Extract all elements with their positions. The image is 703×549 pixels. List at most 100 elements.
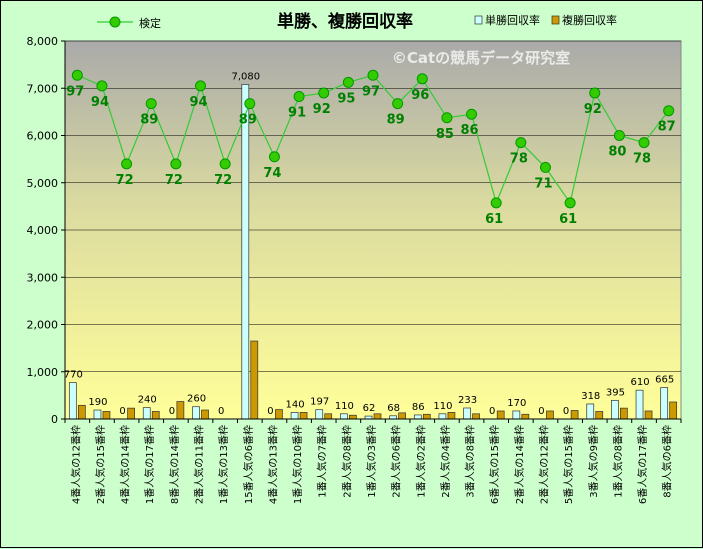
win-bar [93, 409, 102, 420]
kentei-point [392, 98, 404, 110]
x-category-label: 4番人気の13番枠 [266, 425, 279, 504]
x-category-label: 1番人気の10番枠 [291, 425, 304, 504]
win-data-label: 770 [64, 370, 83, 381]
win-bar [340, 413, 348, 420]
win-data-label: 0 [489, 406, 495, 417]
win-data-label: 62 [363, 403, 376, 414]
place-bar [570, 410, 579, 420]
win-data-label: 0 [538, 406, 544, 417]
kentei-data-label: 78 [633, 152, 651, 167]
kentei-point [195, 80, 207, 92]
win-bar [512, 410, 521, 420]
win-data-label: 0 [218, 406, 224, 417]
y-tick-label: 7,000 [27, 82, 59, 95]
x-category-label: 1番人気の13番枠 [217, 425, 230, 504]
win-data-label: 0 [267, 406, 273, 417]
x-category-label: 3番人気の9番枠 [587, 425, 600, 498]
kentei-point [663, 105, 675, 117]
win-bar [635, 389, 644, 420]
x-category-label: 1番人気の3番枠 [365, 425, 378, 498]
x-category-label: 2番人気の12番枠 [537, 425, 550, 504]
x-category-label: 5番人気の15番枠 [562, 425, 575, 504]
legend-place-label: 複勝回収率 [562, 13, 617, 27]
kentei-data-label: 72 [165, 173, 183, 188]
place-bar [422, 413, 431, 420]
kentei-point [613, 130, 625, 141]
place-bar [324, 413, 333, 420]
x-category-label: 2番人気の14番枠 [513, 425, 526, 504]
y-tick-label: 6,000 [27, 130, 59, 143]
kentei-point [96, 80, 108, 92]
x-category-label: 2番人気の11番枠 [193, 425, 206, 504]
win-data-label: 240 [138, 395, 157, 406]
place-bar [546, 410, 554, 420]
win-data-label: 190 [88, 397, 107, 408]
kentei-point [71, 69, 83, 81]
win-data-label: 140 [286, 399, 305, 410]
place-bar [299, 412, 308, 420]
kentei-data-label: 89 [387, 113, 405, 128]
kentei-point [318, 87, 330, 99]
legend-win-swatch [474, 15, 483, 25]
x-category-label: 3番人気の8番枠 [464, 425, 477, 498]
kentei-data-label: 86 [461, 123, 479, 138]
kentei-point [441, 112, 453, 124]
place-bar [77, 404, 86, 420]
kentei-data-label: 87 [658, 120, 676, 135]
kentei-point [515, 137, 527, 149]
win-data-label: 395 [606, 387, 625, 398]
kentei-point [638, 137, 650, 149]
place-bar [620, 407, 628, 420]
kentei-data-label: 61 [485, 212, 503, 227]
kentei-data-label: 71 [534, 176, 552, 191]
kentei-point [367, 69, 379, 81]
y-tick-label: 8,000 [27, 35, 59, 48]
x-category-label: 8番人気の14番枠 [168, 425, 181, 504]
x-category-label: 4番人気の12番枠 [69, 425, 82, 504]
kentei-point [342, 76, 354, 88]
place-bar [250, 340, 259, 420]
win-data-label: 318 [581, 391, 600, 402]
kentei-data-label: 89 [239, 113, 257, 128]
kentei-point [466, 108, 478, 120]
legend-place-swatch [551, 15, 560, 25]
x-category-label: 15番人気の6番枠 [242, 425, 255, 504]
kentei-data-label: 61 [559, 212, 577, 227]
place-bar [102, 411, 111, 420]
win-bar [463, 407, 471, 420]
win-data-label: 170 [507, 398, 526, 409]
legend-line-marker [109, 16, 121, 28]
kentei-point [170, 158, 182, 170]
x-category-label: 1番人気の17番枠 [143, 425, 156, 504]
x-category-label: 6番人気の15番枠 [488, 425, 501, 504]
kentei-data-label: 94 [189, 95, 207, 110]
x-category-label: 1番人気の7番枠 [316, 425, 329, 498]
win-bar [142, 407, 151, 420]
y-tick-label: 4,000 [27, 224, 59, 237]
kentei-point [564, 197, 576, 209]
kentei-data-label: 89 [140, 113, 158, 128]
place-bar [669, 401, 678, 420]
kentei-data-label: 97 [362, 84, 380, 99]
win-data-label: 68 [387, 403, 400, 414]
kentei-point [244, 98, 256, 110]
kentei-point [219, 158, 231, 170]
place-bar [176, 401, 185, 420]
x-category-label: 2番人気の6番枠 [390, 425, 403, 498]
x-category-label: 1番人気の2番枠 [414, 425, 427, 498]
win-data-label: 0 [119, 406, 125, 417]
kentei-data-label: 91 [288, 106, 306, 121]
win-data-label: 0 [563, 406, 569, 417]
x-category-label: 8番人気の6番枠 [661, 425, 674, 498]
win-data-label: 110 [335, 401, 354, 412]
kentei-data-label: 92 [313, 102, 331, 117]
kentei-point [268, 151, 280, 163]
kentei-data-label: 72 [214, 173, 232, 188]
place-bar [201, 409, 209, 420]
kentei-data-label: 92 [584, 102, 602, 117]
win-bar [192, 406, 200, 420]
place-bar [472, 413, 480, 420]
place-bar [151, 411, 160, 420]
